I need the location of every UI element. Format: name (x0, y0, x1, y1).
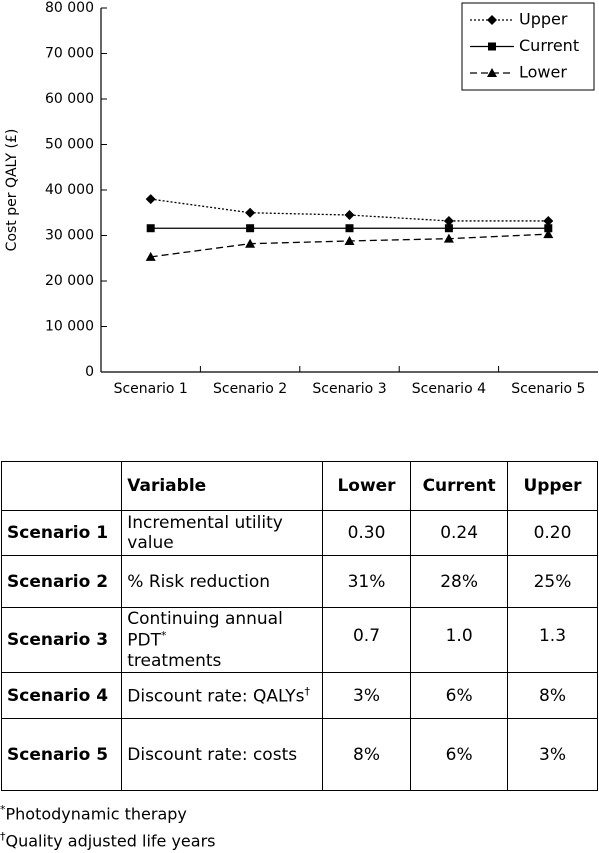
x-tick-label: Scenario 4 (412, 381, 486, 397)
parameter-table: Variable Lower Current Upper Scenario 1 Incre… (0, 461, 599, 791)
point (443, 215, 454, 226)
point (245, 207, 256, 218)
variable-text: Discount rate: QALYs (127, 686, 305, 707)
variable-text: Continuing annual PDT (127, 609, 283, 651)
point (145, 251, 156, 261)
y-tick-label: 70 000 (45, 46, 94, 62)
variable-text: % Risk reduction (127, 571, 271, 592)
point (345, 224, 354, 233)
legend-label: Lower (519, 63, 567, 82)
point (146, 224, 155, 233)
y-tick-label: 30 000 (45, 228, 94, 244)
y-tick-label: 80 000 (45, 0, 94, 16)
table-row: Scenario 3 Continuing annual PDT* treatmen… (0, 607, 599, 673)
variable-cell: Discount rate: QALYs† (121, 672, 323, 719)
variable-cell: Discount rate: costs (121, 718, 323, 791)
header-cell: Current (410, 461, 508, 511)
value-cell: 0.30 (321, 510, 412, 556)
variable-text: Incremental utility value (127, 513, 283, 553)
row-label: Scenario 1 (0, 510, 123, 556)
legend-marker (488, 42, 496, 51)
footnote: †Quality adjusted life years (0, 830, 215, 850)
header-cell (0, 461, 123, 511)
point (543, 229, 554, 239)
x-tick-label: Scenario 5 (511, 381, 585, 397)
header-cell: Variable (121, 461, 323, 511)
note-mark: † (304, 684, 310, 698)
row-label: Scenario 5 (0, 718, 123, 791)
value-cell: 3% (321, 672, 412, 719)
x-tick-label: Scenario 1 (114, 381, 188, 397)
row-label: Scenario 2 (0, 555, 123, 608)
y-tick-label: 60 000 (45, 91, 94, 107)
point (544, 224, 553, 233)
row-label: Scenario 3 (0, 607, 123, 673)
point (344, 210, 355, 221)
legend-label: Current (519, 36, 579, 55)
header-cell: Upper (506, 461, 599, 511)
value-cell: 8% (321, 718, 412, 791)
x-tick-label: Scenario 3 (312, 381, 386, 397)
legend-label: Upper (519, 10, 568, 29)
value-cell: 3% (506, 718, 599, 791)
value-cell: 0.7 (321, 607, 412, 673)
value-cell: 6% (410, 718, 508, 791)
point (245, 238, 256, 248)
table-row: Scenario 2% Risk reduction 31% 28% 25% (0, 555, 599, 608)
header-row: Variable Lower Current Upper (0, 461, 599, 511)
y-tick-label: 40 000 (45, 182, 94, 198)
footnote-mark: * (0, 803, 6, 816)
value-cell: 1.0 (410, 607, 508, 673)
header-cell: Lower (321, 461, 412, 511)
table-row: Scenario 5 Discount rate: costs 8% 6% 3% (0, 718, 599, 791)
value-cell: 25% (506, 555, 599, 608)
point (344, 235, 355, 245)
table-row: Scenario 1 Incremental utility value 0.30 0… (0, 510, 599, 556)
footnote-text: Quality adjusted life years (5, 831, 216, 851)
variable-cell: Incremental utility value (121, 510, 323, 556)
variable-cell: Continuing annual PDT* treatments (121, 607, 323, 673)
variable-text: treatments (127, 650, 222, 671)
legend-marker (487, 15, 497, 25)
y-tick-label: 0 (85, 364, 94, 380)
footnote: *Photodynamic therapy (0, 803, 187, 823)
value-cell: 0.24 (410, 510, 508, 556)
y-axis-label: Cost per QALY (£) (4, 129, 20, 252)
point (246, 224, 255, 233)
value-cell: 8% (506, 672, 599, 719)
series-line (150, 198, 549, 222)
note-mark: * (161, 629, 167, 643)
variable-cell: % Risk reduction (121, 555, 323, 608)
value-cell: 0.20 (506, 510, 599, 556)
chart: Cost per QALY (£) 0 10 000 20 000 30 000 40 … (4, 0, 598, 397)
row-label: Scenario 4 (0, 672, 123, 719)
y-tick-label: 10 000 (45, 319, 94, 335)
legend-marker (487, 68, 497, 77)
table-row: Scenario 4 Discount rate: QALYs† 3% 6% 8% (0, 672, 599, 719)
y-tick-label: 50 000 (45, 137, 94, 153)
point (543, 215, 554, 226)
value-cell: 6% (410, 672, 508, 719)
point (444, 224, 453, 233)
point (145, 194, 156, 205)
value-cell: 28% (410, 555, 508, 608)
footnote-text: Photodynamic therapy (5, 804, 187, 824)
variable-text: Discount rate: costs (127, 744, 298, 765)
footnote-mark: † (0, 830, 6, 843)
value-cell: 1.3 (506, 607, 599, 673)
x-tick-label: Scenario 2 (213, 381, 287, 397)
point (443, 233, 454, 243)
value-cell: 31% (321, 555, 412, 608)
y-tick-label: 20 000 (45, 273, 94, 289)
